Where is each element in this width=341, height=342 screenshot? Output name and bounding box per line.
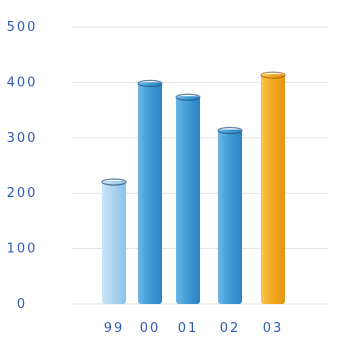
bars — [101, 71, 286, 305]
x-axis-ticks: 99 00 01 02 03 — [104, 321, 284, 336]
y-tick-label: 0 — [17, 297, 27, 312]
bar-02 — [218, 129, 242, 304]
x-tick-label: 01 — [178, 321, 199, 336]
bar-cap-03 — [260, 71, 286, 79]
bar-99 — [102, 181, 126, 304]
x-tick-label: 02 — [220, 321, 241, 336]
x-tick-label: 99 — [104, 321, 125, 336]
x-tick-label: 00 — [140, 321, 161, 336]
y-tick-label: 100 — [7, 242, 38, 257]
bar-03 — [261, 74, 285, 304]
bar-cap-99 — [101, 178, 127, 186]
y-axis-ticks: 0 100 200 300 400 500 — [7, 20, 38, 312]
bar-00 — [138, 82, 162, 305]
x-tick-label: 03 — [263, 321, 284, 336]
y-tick-label: 400 — [7, 75, 38, 90]
y-tick-label: 200 — [7, 186, 38, 201]
bar-cap-02 — [217, 126, 243, 135]
bar-cap-00 — [137, 79, 163, 88]
y-tick-label: 300 — [7, 131, 38, 146]
y-tick-label: 500 — [7, 20, 38, 35]
bar-cap-01 — [175, 93, 201, 101]
bar-01 — [176, 96, 200, 304]
